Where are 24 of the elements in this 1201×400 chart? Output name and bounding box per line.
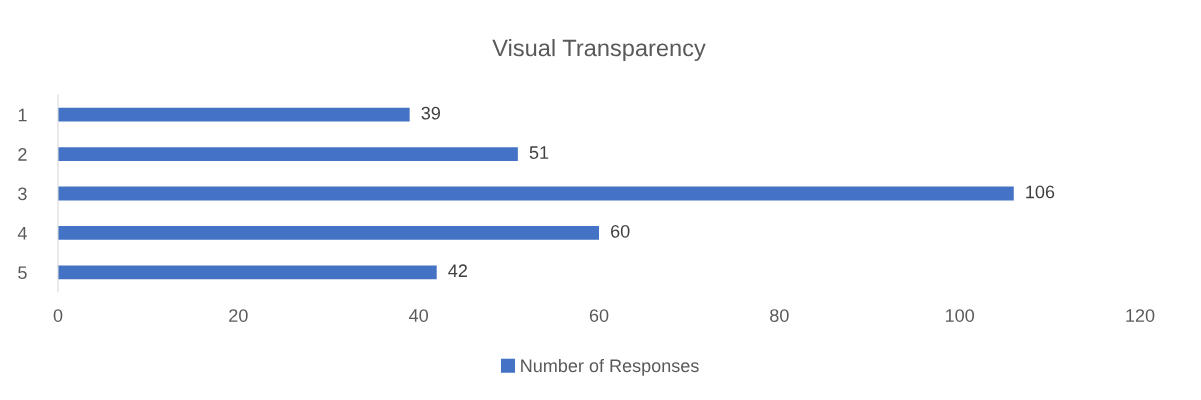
bar bbox=[58, 226, 599, 240]
data-label: 51 bbox=[529, 146, 549, 159]
x-tick-label: 120 bbox=[1126, 309, 1155, 322]
x-tick-label: 60 bbox=[589, 309, 609, 322]
x-tick-label: 20 bbox=[229, 309, 248, 322]
chart-title: Visual Transparency bbox=[492, 39, 706, 62]
x-tick-label: 80 bbox=[770, 309, 789, 322]
data-label: 60 bbox=[611, 224, 630, 238]
y-tick-label: 5 bbox=[18, 266, 27, 280]
y-tick-label: 3 bbox=[18, 187, 27, 201]
bar bbox=[58, 265, 437, 280]
x-tick-label: 100 bbox=[945, 309, 975, 322]
bar bbox=[58, 186, 1014, 201]
legend-label: Number of Responses bbox=[521, 358, 699, 376]
bar bbox=[58, 107, 410, 122]
y-tick-label: 1 bbox=[18, 108, 27, 122]
data-label: 39 bbox=[421, 106, 440, 120]
x-tick-label: 0 bbox=[53, 309, 63, 322]
data-label: 42 bbox=[448, 264, 467, 277]
data-label: 106 bbox=[1026, 185, 1055, 199]
x-tick-label: 40 bbox=[409, 309, 428, 322]
bar bbox=[58, 147, 518, 161]
y-tick-label: 2 bbox=[18, 148, 27, 161]
y-tick-label: 4 bbox=[17, 227, 27, 240]
